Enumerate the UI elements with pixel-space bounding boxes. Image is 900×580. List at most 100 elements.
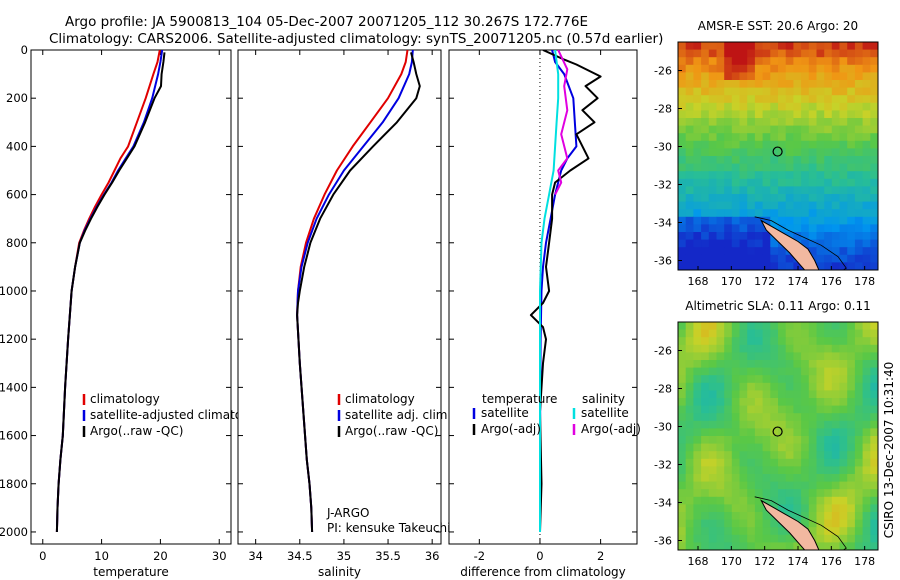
difference-legend-title: temperature — [482, 392, 557, 406]
sla_map-cell — [754, 382, 764, 391]
sst_map-cell — [839, 42, 848, 51]
sst_map-cell — [754, 148, 764, 157]
sst_map-cell — [739, 232, 748, 241]
sla_map-cell — [816, 398, 825, 407]
sla_map-cell — [801, 451, 810, 460]
sst_map-cell — [770, 247, 779, 256]
sst_map-cell — [793, 57, 802, 66]
sla_map-cell — [847, 390, 856, 399]
sla_map-cell — [847, 527, 856, 536]
sst_map-cell — [708, 209, 718, 218]
sst_map-cell — [716, 254, 725, 263]
sst_map-cell — [678, 57, 687, 66]
sst_map-cell — [854, 72, 864, 81]
sst_map-cell — [801, 156, 810, 165]
sst_map-cell — [862, 72, 871, 81]
sst_map-cell — [685, 156, 694, 165]
sst_map-cell — [716, 209, 725, 218]
sst_map-cell — [785, 80, 794, 89]
sst_map-cell — [701, 224, 710, 233]
sst_map-cell — [708, 201, 718, 210]
sla_map-cell — [793, 405, 802, 414]
sla_map-cell — [739, 329, 748, 338]
sla_map-cell — [847, 519, 856, 528]
salinity-annotation: J-ARGO — [326, 506, 369, 520]
sst_map-cell — [701, 194, 710, 203]
sst_map-cell — [716, 247, 725, 256]
sla_map-cell — [854, 382, 864, 391]
sst_map-cell — [747, 110, 756, 119]
sst_map-cell — [701, 80, 710, 89]
sla_map-cell — [731, 360, 741, 369]
sla_map-cell — [731, 436, 741, 445]
sla_map-cell — [693, 474, 702, 483]
sla_map-cell — [739, 375, 748, 384]
sst_map-cell — [693, 232, 702, 241]
sla_map-cell — [754, 344, 764, 353]
sst_map-cell — [785, 140, 794, 149]
sst_map-cell — [678, 148, 687, 157]
sst_map-cell — [831, 171, 841, 180]
sst_map-cell — [793, 72, 802, 81]
sst_map-cell — [731, 148, 741, 157]
sst_map-cell — [839, 148, 848, 157]
sst_map-cell — [862, 118, 871, 127]
sst_map-cell — [716, 118, 725, 127]
sla_map-cell — [862, 398, 871, 407]
sla_map-cell — [816, 527, 825, 536]
sst_map-cell — [708, 148, 718, 157]
sst_map-cell — [739, 163, 748, 172]
sla_map-cell — [724, 344, 733, 353]
sla_map-cell — [754, 428, 764, 437]
header-line1: Argo profile: JA 5900813_104 05-Dec-2007… — [65, 14, 588, 30]
sla_map-cell — [724, 390, 733, 399]
sst_map-cell — [762, 171, 771, 180]
sst_map-cell — [824, 247, 833, 256]
sst_map-cell — [870, 95, 878, 104]
sla_map-cell — [785, 458, 794, 467]
sst_map-cell — [847, 102, 856, 111]
sla_map-cell — [854, 322, 864, 331]
sst_map-cell — [824, 118, 833, 127]
sla_map-cell — [739, 474, 748, 483]
sst_map-cell — [701, 148, 710, 157]
sst_map-cell — [854, 125, 864, 134]
sla_map-cell — [801, 398, 810, 407]
sla_map-cell — [693, 489, 702, 498]
sst_map-cell — [716, 163, 725, 172]
sla_map-cell — [816, 344, 825, 353]
sla_map-cell — [678, 474, 687, 483]
sla_map-cell — [801, 436, 810, 445]
sst_map-cell — [770, 140, 779, 149]
sla_map-cell — [770, 360, 779, 369]
sla_map-cell — [716, 466, 725, 475]
sla_map-cell — [862, 458, 871, 467]
sla_map-cell — [824, 367, 833, 376]
sst_map-cell — [824, 87, 833, 96]
sla_map-cell — [793, 512, 802, 521]
sst_map-cell — [870, 156, 878, 165]
sst_map-cell — [854, 194, 864, 203]
sst_map-cell — [862, 42, 871, 51]
sst_map-cell — [808, 186, 818, 195]
sst_map-cell — [693, 178, 702, 187]
sst_map-cell — [847, 178, 856, 187]
sst_map-cell — [785, 110, 794, 119]
sla_map-cell — [816, 542, 825, 550]
sla_map-cell — [839, 413, 848, 422]
sla_map-cell — [785, 375, 794, 384]
sst_map-cell — [770, 72, 779, 81]
sst_map-cell — [731, 186, 741, 195]
sla_map-cell — [870, 466, 878, 475]
sst_map-cell — [816, 95, 825, 104]
sla_map-cell — [831, 329, 841, 338]
sla_map-cell — [862, 382, 871, 391]
sla_map-cell — [831, 413, 841, 422]
sst_map-cell — [754, 209, 764, 218]
sla_map-cell — [747, 512, 756, 521]
sst_map-cell — [716, 80, 725, 89]
sst_map-cell — [762, 262, 771, 270]
sla_map-cell — [778, 352, 787, 361]
sst_map-cell — [808, 72, 818, 81]
difference-frame — [448, 49, 638, 545]
